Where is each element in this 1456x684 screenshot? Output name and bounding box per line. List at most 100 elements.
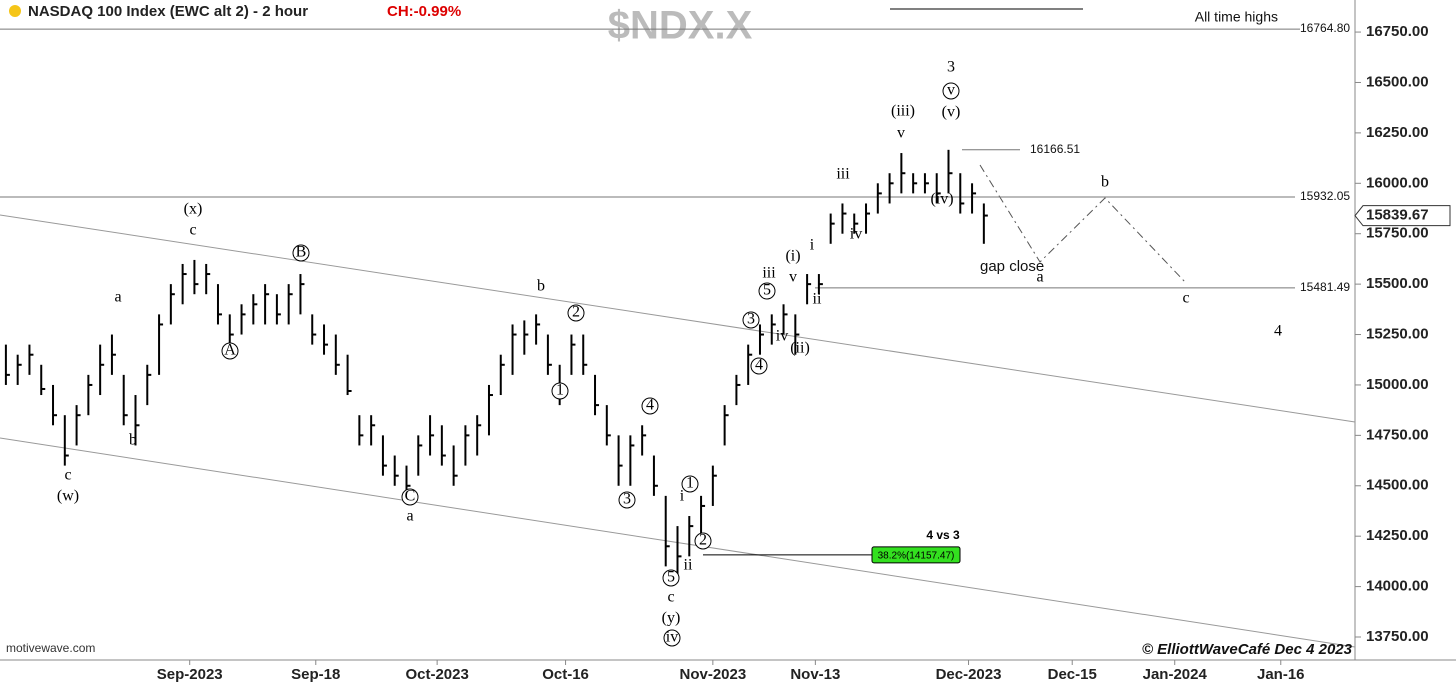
x-tick-label: Oct-2023: [405, 666, 468, 683]
x-tick-label: Sep-18: [291, 666, 340, 683]
wave-circle: [551, 382, 569, 400]
y-tick-label: 14500.00: [1366, 477, 1429, 494]
x-tick-label: Oct-16: [542, 666, 589, 683]
wave-label: c: [1182, 290, 1189, 307]
price-tag-label: 15839.67: [1366, 207, 1429, 224]
x-tick-label: Jan-2024: [1143, 666, 1208, 683]
wave-label: 4: [1274, 323, 1282, 340]
wave-label: iii: [762, 265, 776, 282]
wave-circle: [401, 488, 419, 506]
wave-label: (i): [785, 248, 800, 265]
level-label: 15932.05: [1300, 189, 1350, 203]
wave-circle: [758, 282, 776, 300]
wave-label: c: [189, 222, 196, 239]
y-tick-label: 16500.00: [1366, 73, 1429, 90]
wave-circle: [618, 491, 636, 509]
wave-label: i: [680, 488, 685, 505]
wave-label: (v): [942, 104, 961, 121]
wave-label: 4: [755, 357, 763, 374]
x-tick-label: Sep-2023: [157, 666, 223, 683]
wave-label: (w): [57, 488, 79, 505]
y-tick-label: 13750.00: [1366, 628, 1429, 645]
retracement-box: [871, 546, 961, 564]
wave-label: a: [1036, 269, 1043, 286]
wave-circle: [742, 311, 760, 329]
wave-circle: [942, 82, 960, 100]
chart-title: NASDAQ 100 Index (EWC alt 2) - 2 hour: [28, 3, 308, 20]
wave-circle: [681, 475, 699, 493]
wave-label: ii: [684, 557, 693, 574]
x-tick-label: Nov-2023: [679, 666, 746, 683]
y-tick-label: 15250.00: [1366, 326, 1429, 343]
wave-label: (iii): [891, 103, 915, 120]
level-note: All time highs: [1195, 9, 1278, 25]
wave-label: 3: [947, 59, 955, 76]
wave-label: iv: [850, 226, 862, 243]
y-tick-label: 16250.00: [1366, 124, 1429, 141]
x-tick-label: Dec-15: [1048, 666, 1097, 683]
wave-label: B: [296, 244, 307, 261]
retracement-note: 4 vs 3: [926, 528, 960, 542]
level-note: gap close: [980, 258, 1044, 275]
level-label: 16764.80: [1300, 21, 1350, 35]
y-tick-label: 14000.00: [1366, 578, 1429, 595]
wave-circle: [750, 357, 768, 375]
y-tick-label: 15000.00: [1366, 376, 1429, 393]
y-tick-label: 14750.00: [1366, 426, 1429, 443]
x-tick-label: Nov-13: [790, 666, 840, 683]
y-tick-label: 14250.00: [1366, 527, 1429, 544]
wave-label: v: [789, 269, 797, 286]
wave-circle: [662, 569, 680, 587]
wave-label: C: [405, 488, 416, 505]
wave-label: iv: [776, 328, 788, 345]
wave-label: 2: [572, 304, 580, 321]
source-label: motivewave.com: [6, 641, 95, 655]
wave-label: iv: [666, 629, 678, 646]
wave-circle: [694, 532, 712, 550]
wave-label: a: [406, 508, 413, 525]
wave-label: A: [224, 342, 236, 359]
wave-circle: [663, 629, 681, 647]
wave-label: 4: [646, 397, 654, 414]
wave-label: ii: [813, 291, 822, 308]
wave-circle: [292, 244, 310, 262]
wave-label: b: [1101, 174, 1109, 191]
wave-circle: [221, 342, 239, 360]
wave-label: a: [114, 289, 121, 306]
level-label: 15481.49: [1300, 280, 1350, 294]
wave-label: 1: [556, 382, 564, 399]
wave-label: 5: [667, 569, 675, 586]
y-tick-label: 15500.00: [1366, 275, 1429, 292]
wave-label: (iv): [930, 191, 953, 208]
wave-label: (x): [184, 201, 203, 218]
wave-label: v: [897, 125, 905, 142]
wave-label: v: [947, 82, 955, 99]
wave-label: (y): [662, 610, 681, 627]
wave-label: iii: [836, 166, 850, 183]
y-tick-label: 15750.00: [1366, 225, 1429, 242]
wave-label: 3: [747, 311, 755, 328]
projection-path: [979, 164, 1187, 284]
change-label: CH:-0.99%: [387, 3, 461, 20]
wave-label: (ii): [790, 340, 810, 357]
channel-line: [0, 214, 1356, 423]
y-tick-label: 16750.00: [1366, 23, 1429, 40]
level-label: 16166.51: [1030, 142, 1080, 156]
wave-label: 2: [699, 532, 707, 549]
wave-circle: [641, 397, 659, 415]
wave-circle: [567, 304, 585, 322]
wave-label: b: [537, 278, 545, 295]
price-tag: [1354, 205, 1451, 227]
wave-label: i: [810, 237, 815, 254]
copyright: © ElliottWaveCafé Dec 4 2023: [1142, 641, 1353, 658]
wave-label: c: [667, 589, 674, 606]
wave-label: 3: [623, 491, 631, 508]
wave-label: 5: [763, 282, 771, 299]
y-tick-label: 16000.00: [1366, 174, 1429, 191]
x-tick-label: Dec-2023: [936, 666, 1002, 683]
wave-label: b: [129, 432, 137, 449]
wave-label: 1: [686, 475, 694, 492]
wave-label: c: [64, 467, 71, 484]
